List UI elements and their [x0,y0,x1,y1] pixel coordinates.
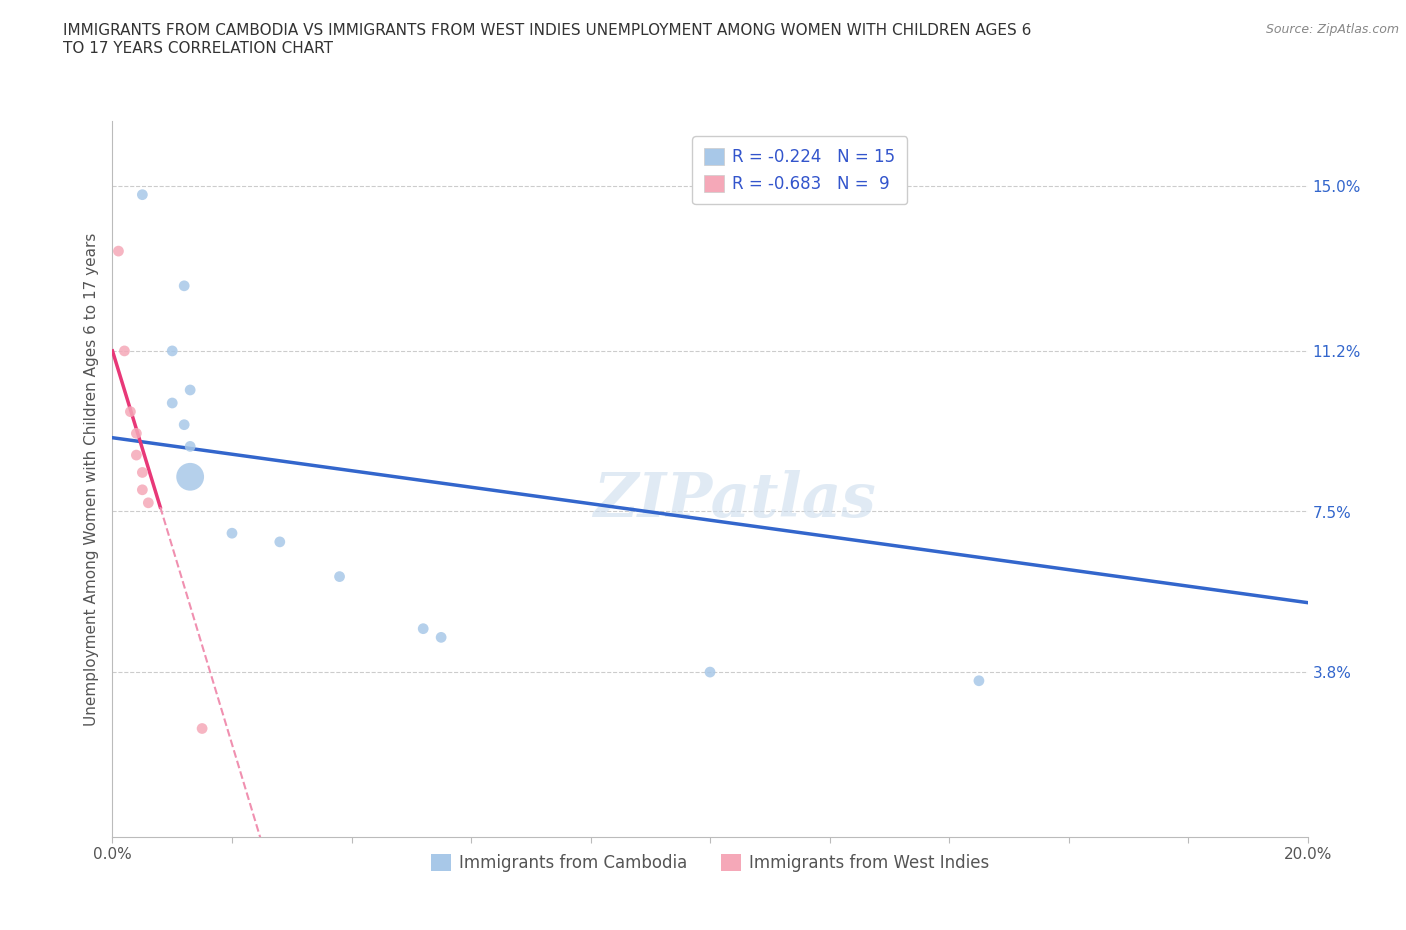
Point [131,483,153,498]
Point [114,343,135,358]
Text: IMMIGRANTS FROM CAMBODIA VS IMMIGRANTS FROM WEST INDIES UNEMPLOYMENT AMONG WOMEN: IMMIGRANTS FROM CAMBODIA VS IMMIGRANTS F… [63,23,1032,56]
Point [699,665,721,680]
Point [162,395,183,410]
Text: Source: ZipAtlas.com: Source: ZipAtlas.com [1265,23,1399,36]
Point [967,673,990,688]
Point [329,569,352,584]
Point [221,525,243,540]
Point [131,187,153,202]
Point [179,382,201,397]
Point [412,621,434,636]
Point [131,465,153,480]
Point [162,343,183,358]
Point [125,426,148,441]
Point [269,535,291,550]
Point [125,447,148,462]
Point [173,418,195,432]
Y-axis label: Unemployment Among Women with Children Ages 6 to 17 years: Unemployment Among Women with Children A… [83,232,98,725]
Point [179,439,201,454]
Point [179,470,201,485]
Point [138,496,160,511]
Text: ZIPatlas: ZIPatlas [592,471,876,530]
Point [107,244,129,259]
Point [430,630,453,644]
Point [120,405,142,419]
Point [191,721,214,736]
Legend: Immigrants from Cambodia, Immigrants from West Indies: Immigrants from Cambodia, Immigrants fro… [425,847,995,879]
Point [173,278,195,293]
